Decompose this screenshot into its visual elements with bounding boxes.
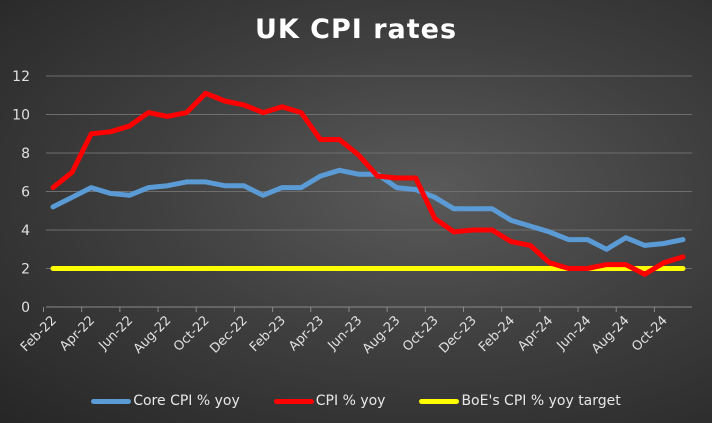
- x-tick-label: Apr-24: [515, 313, 556, 354]
- x-tick-label: Apr-23: [286, 313, 327, 354]
- legend-label: BoE's CPI % yoy target: [461, 393, 621, 409]
- y-tick-label: 0: [21, 300, 30, 316]
- legend: Core CPI % yoy CPI % yoy BoE's CPI % yoy t…: [0, 393, 712, 409]
- legend-item: Core CPI % yoy: [91, 393, 240, 409]
- y-tick-label: 6: [21, 185, 30, 201]
- x-tick-label: Feb-22: [18, 313, 60, 355]
- x-tick-label: Oct-23: [400, 313, 442, 355]
- series-line-core-cpi-yoy: [50, 167, 686, 252]
- x-tick-label: Aug-22: [131, 313, 175, 357]
- series-line-cpi-yoy: [50, 90, 686, 277]
- legend-item: BoE's CPI % yoy target: [419, 393, 621, 409]
- x-tick-label: Oct-22: [171, 313, 213, 355]
- legend-label: Core CPI % yoy: [133, 393, 240, 409]
- legend-label: CPI % yoy: [315, 393, 386, 409]
- x-tick-label: Feb-24: [476, 313, 518, 355]
- y-tick-label: 12: [12, 69, 30, 85]
- x-tick-label: Dec-22: [207, 313, 250, 356]
- x-tick-label: Feb-23: [247, 313, 289, 355]
- x-tick-label: Apr-22: [57, 313, 98, 354]
- y-tick-label: 10: [12, 108, 30, 124]
- legend-swatch: [273, 398, 314, 404]
- x-tick-label: Dec-23: [436, 313, 479, 356]
- x-tick-label: Aug-24: [589, 313, 633, 357]
- legend-swatch: [91, 398, 132, 404]
- y-tick-label: 8: [21, 146, 30, 162]
- x-tick-label: Jun-23: [325, 313, 366, 354]
- legend-item: CPI % yoy: [273, 393, 386, 409]
- x-tick-label: Oct-24: [629, 313, 671, 355]
- y-tick-label: 4: [21, 223, 30, 239]
- x-tick-label: Jun-22: [96, 313, 137, 354]
- y-tick-label: 2: [21, 262, 30, 278]
- x-tick-label: Jun-24: [554, 313, 595, 354]
- chart-title: UK CPI rates: [254, 14, 458, 45]
- x-tick-label: Aug-23: [360, 313, 404, 357]
- legend-swatch: [419, 398, 460, 404]
